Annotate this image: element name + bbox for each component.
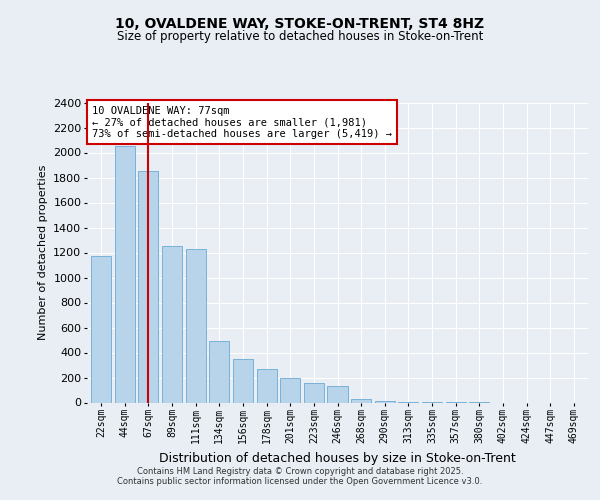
Bar [162,246,182,402]
Bar [115,146,135,402]
Bar [375,401,395,402]
Bar [257,369,277,402]
Bar [185,249,206,402]
Text: 10, OVALDENE WAY, STOKE-ON-TRENT, ST4 8HZ: 10, OVALDENE WAY, STOKE-ON-TRENT, ST4 8H… [115,18,485,32]
Text: Contains public sector information licensed under the Open Government Licence v3: Contains public sector information licen… [118,477,482,486]
Bar [351,399,371,402]
Bar [328,386,347,402]
Bar [304,382,324,402]
Bar [139,171,158,402]
X-axis label: Distribution of detached houses by size in Stoke-on-Trent: Distribution of detached houses by size … [159,452,516,464]
Bar [233,359,253,403]
Y-axis label: Number of detached properties: Number of detached properties [38,165,47,340]
Bar [91,256,111,402]
Text: 10 OVALDENE WAY: 77sqm
← 27% of detached houses are smaller (1,981)
73% of semi-: 10 OVALDENE WAY: 77sqm ← 27% of detached… [92,106,392,138]
Bar [209,341,229,402]
Text: Contains HM Land Registry data © Crown copyright and database right 2025.: Contains HM Land Registry data © Crown c… [137,467,463,476]
Text: Size of property relative to detached houses in Stoke-on-Trent: Size of property relative to detached ho… [117,30,483,43]
Bar [280,378,300,402]
